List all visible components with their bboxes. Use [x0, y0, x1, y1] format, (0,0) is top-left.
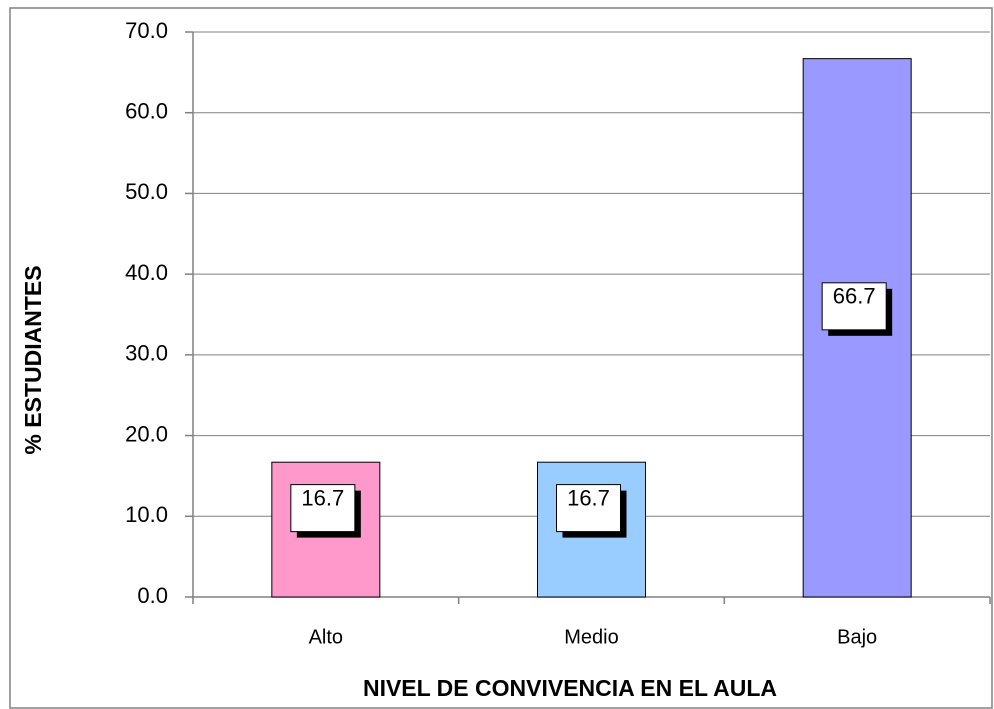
y-tick-label: 60.0: [125, 99, 168, 124]
x-axis-title: NIVEL DE CONVIVENCIA EN EL AULA: [363, 675, 777, 701]
x-tick-label: Bajo: [837, 626, 877, 648]
y-tick-label: 30.0: [125, 341, 168, 366]
y-tick-label: 10.0: [125, 502, 168, 527]
data-label: 66.7: [833, 284, 876, 309]
data-label: 16.7: [567, 485, 610, 510]
data-label-box: [556, 484, 621, 533]
y-tick-label: 70.0: [125, 18, 168, 43]
x-tick-label: Medio: [564, 626, 618, 648]
data-label-box: [821, 282, 887, 331]
y-tick-label: 20.0: [125, 421, 168, 446]
y-tick-label: 40.0: [125, 260, 168, 285]
data-label: 16.7: [301, 485, 344, 510]
y-tick-label: 50.0: [125, 179, 168, 204]
data-label-box: [290, 484, 356, 533]
y-axis-title: % ESTUDIANTES: [20, 265, 46, 454]
y-tick-label: 0.0: [137, 583, 168, 608]
x-tick-label: Alto: [309, 626, 343, 648]
